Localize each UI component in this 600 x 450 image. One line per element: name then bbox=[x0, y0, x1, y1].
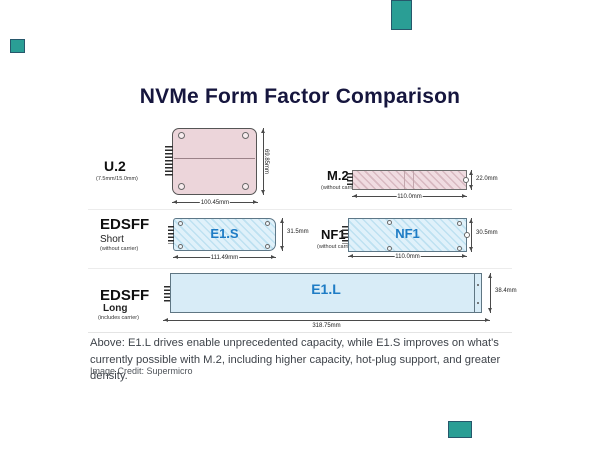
e1l-latch-pin bbox=[477, 284, 479, 286]
screw-icon bbox=[178, 132, 185, 139]
screw-icon bbox=[387, 246, 392, 251]
e1l-carrier-note: (includes carrier) bbox=[98, 315, 139, 321]
screw-icon bbox=[387, 220, 392, 225]
e1s-drive-outline bbox=[173, 218, 276, 251]
e1s-family-label: EDSFF bbox=[100, 216, 150, 233]
screw-icon bbox=[242, 132, 249, 139]
nf1-width-dimension-line bbox=[469, 218, 473, 252]
screw-icon bbox=[457, 246, 462, 251]
e1l-drive-label: E1.L bbox=[311, 281, 341, 297]
nf1-length-dimension: 110.0mm bbox=[394, 254, 421, 260]
nf1-connector bbox=[342, 226, 348, 244]
image-credit: Image Credit: Supermicro bbox=[90, 366, 193, 376]
e1l-width-dimension: 38.4mm bbox=[495, 288, 517, 294]
e1l-length-dimension: 318.75mm bbox=[312, 323, 341, 329]
row-separator bbox=[88, 268, 512, 269]
m2-connector bbox=[347, 173, 353, 187]
teal-marker-bottom-right bbox=[448, 421, 472, 438]
m2-mount-notch bbox=[463, 177, 469, 183]
screw-icon bbox=[457, 221, 462, 226]
m2-drive-outline bbox=[352, 170, 467, 190]
u2-length-dimension: 100.45mm bbox=[199, 200, 231, 206]
e1s-length-dimension: 111.49mm bbox=[209, 255, 240, 261]
u2-connector bbox=[165, 146, 173, 176]
teal-marker-top-center bbox=[391, 0, 412, 30]
u2-label: U.2 bbox=[104, 158, 126, 174]
u2-spec: (7.5mm/15.0mm) bbox=[96, 176, 138, 182]
e1s-connector bbox=[168, 226, 174, 244]
screw-icon bbox=[265, 221, 270, 226]
m2-length-tick bbox=[413, 171, 414, 189]
m2-length-dimension: 110.0mm bbox=[396, 194, 423, 200]
e1l-latch-pin bbox=[477, 302, 479, 304]
row-separator bbox=[88, 209, 512, 210]
u2-length-dimension-line: 100.45mm bbox=[172, 200, 258, 206]
teal-marker-top-left bbox=[10, 39, 25, 53]
e1l-connector bbox=[164, 286, 170, 302]
e1l-latch-divider bbox=[474, 274, 475, 312]
nf1-length-dimension-line: 110.0mm bbox=[348, 254, 467, 260]
figure-bottom-border bbox=[88, 332, 512, 333]
e1l-size-label: Long bbox=[103, 303, 128, 314]
screw-icon bbox=[242, 183, 249, 190]
u2-case-seam bbox=[174, 158, 255, 159]
e1s-carrier-note: (without carrier) bbox=[100, 246, 139, 252]
e1s-width-dimension: 31.5mm bbox=[287, 229, 309, 235]
m2-label: M.2 bbox=[327, 168, 349, 183]
e1s-width-dimension-line bbox=[280, 218, 284, 251]
e1l-width-dimension-line bbox=[488, 273, 492, 313]
nf1-width-dimension: 30.5mm bbox=[476, 230, 498, 236]
e1l-family-label: EDSFF bbox=[100, 287, 150, 304]
m2-length-dimension-line: 110.0mm bbox=[352, 194, 467, 200]
e1s-size-label: Short bbox=[100, 234, 124, 245]
nf1-mount-notch bbox=[464, 232, 470, 238]
screw-icon bbox=[178, 244, 183, 249]
nf1-carrier-note: (without carrier) bbox=[317, 244, 356, 250]
nf1-drive-label: NF1 bbox=[395, 226, 420, 241]
u2-width-dimension-line bbox=[261, 128, 265, 195]
screw-icon bbox=[265, 244, 270, 249]
m2-length-tick bbox=[404, 171, 405, 189]
figure-caption: Above: E1.L drives enable unprecedented … bbox=[90, 337, 501, 382]
e1s-drive-label: E1.S bbox=[210, 226, 239, 241]
m2-carrier-note: (without carrier) bbox=[321, 185, 360, 191]
figure-title: NVMe Form Factor Comparison bbox=[139, 85, 461, 108]
e1l-length-dimension-line: 318.75mm bbox=[163, 318, 490, 329]
m2-width-dimension-line bbox=[469, 170, 473, 190]
screw-icon bbox=[178, 183, 185, 190]
e1s-length-dimension-line: 111.49mm bbox=[173, 255, 276, 261]
u2-width-dimension: 69.85mm bbox=[263, 149, 269, 175]
e1l-drive-outline bbox=[170, 273, 482, 313]
nf1-drive-outline bbox=[348, 218, 467, 252]
screw-icon bbox=[178, 221, 183, 226]
m2-width-dimension: 22.0mm bbox=[476, 176, 498, 182]
nf1-label: NF1 bbox=[321, 227, 346, 242]
